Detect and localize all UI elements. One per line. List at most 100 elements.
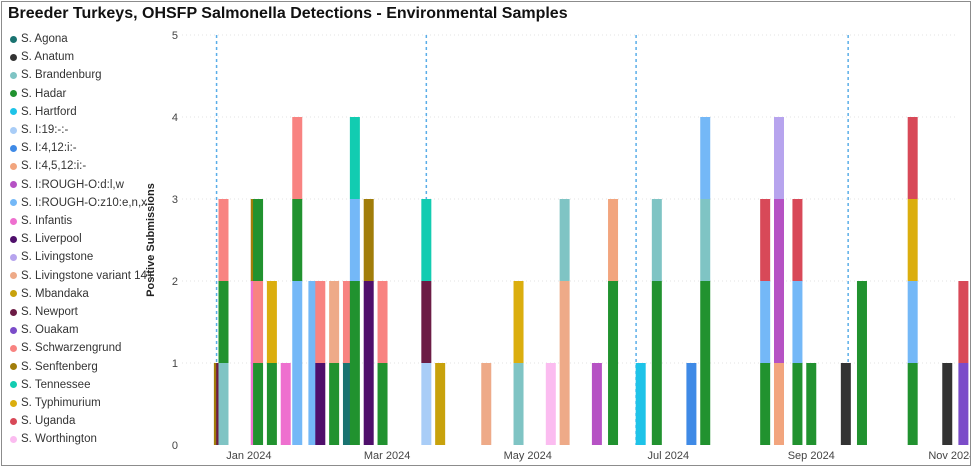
legend-label: S. Tennessee xyxy=(21,378,91,391)
legend-item[interactable]: S. I:4,12:i:- xyxy=(10,139,77,157)
bar-segment xyxy=(329,363,340,445)
legend-label: S. Hadar xyxy=(21,87,67,100)
bar-segment xyxy=(349,281,360,445)
chart-title: Breeder Turkeys, OHSFP Salmonella Detect… xyxy=(8,5,568,22)
bar-segment xyxy=(292,199,303,281)
legend-item[interactable]: S. I:ROUGH-O:z10:e,n,x xyxy=(10,194,147,212)
y-tick-label: 0 xyxy=(172,440,178,452)
x-tick-label: May 2024 xyxy=(504,450,552,462)
legend-marker xyxy=(10,108,17,116)
legend-item[interactable]: S. Hadar xyxy=(10,85,66,103)
bar-segment xyxy=(266,363,277,445)
legend-item[interactable]: S. Hartford xyxy=(10,103,77,121)
bar-segment xyxy=(792,199,803,281)
legend-item[interactable]: S. I:4,5,12:i:- xyxy=(10,157,86,175)
bar-segment xyxy=(760,281,771,363)
legend-marker xyxy=(10,272,17,280)
legend-marker xyxy=(10,126,17,134)
bar-segment xyxy=(329,281,340,363)
legend-marker xyxy=(10,217,17,225)
legend-item[interactable]: S. Senftenberg xyxy=(10,358,98,376)
bar-segment xyxy=(545,363,556,445)
bar-segment xyxy=(773,199,784,363)
bar-segment xyxy=(292,117,303,199)
bar-segment xyxy=(792,363,803,445)
bar-segment xyxy=(349,117,360,199)
bar-segment xyxy=(700,281,711,445)
bar-segment xyxy=(342,281,353,363)
legend-label: S. I:19:-:- xyxy=(21,124,69,136)
bar-segment xyxy=(907,281,918,363)
x-tick-label: Mar 2024 xyxy=(364,450,410,462)
legend-item[interactable]: S. Liverpool xyxy=(10,230,82,248)
x-tick-label: Nov 2024 xyxy=(928,450,970,462)
legend-item[interactable]: S. I:ROUGH-O:d:l,w xyxy=(10,176,124,194)
legend-label: S. Livingstone xyxy=(21,251,94,264)
bar-segment xyxy=(635,363,646,445)
bar-segment xyxy=(907,363,918,445)
legend-marker xyxy=(10,181,17,189)
bar-segment xyxy=(958,363,969,445)
legend-item[interactable]: S. Tennessee xyxy=(10,376,90,394)
bar-segment xyxy=(377,363,388,445)
bar-segment xyxy=(958,281,969,363)
legend-marker xyxy=(10,363,17,371)
legend-item[interactable]: S. Schwarzengrund xyxy=(10,339,121,357)
bar-segment xyxy=(315,363,326,445)
y-tick-label: 1 xyxy=(172,358,178,370)
legend-marker xyxy=(10,235,17,243)
bar-segment xyxy=(280,363,291,445)
legend-label: S. Senftenberg xyxy=(21,360,98,373)
bar-segment xyxy=(253,281,264,363)
bar-segment xyxy=(686,363,697,445)
legend-item[interactable]: S. Ouakam xyxy=(10,321,79,339)
legend-item[interactable]: S. I:19:-:- xyxy=(10,121,68,139)
bar-segment xyxy=(856,281,867,445)
bar-segment xyxy=(760,199,771,281)
legend-item[interactable]: S. Livingstone xyxy=(10,248,93,266)
legend-marker xyxy=(10,199,17,207)
legend-item[interactable]: S. Uganda xyxy=(10,412,75,430)
legend-label: S. Worthington xyxy=(21,433,97,446)
legend-label: S. I:ROUGH-O:z10:e,n,x xyxy=(21,196,147,209)
bar-segment xyxy=(792,281,803,363)
legend-label: S. Hartford xyxy=(21,105,77,118)
bar-segment xyxy=(218,199,229,281)
legend-item[interactable]: S. Worthington xyxy=(10,430,97,448)
legend-item[interactable]: S. Mbandaka xyxy=(10,285,89,303)
legend-marker xyxy=(10,53,17,61)
legend-label: S. Infantis xyxy=(21,215,73,227)
y-tick-label: 4 xyxy=(172,112,178,124)
bar-segment xyxy=(559,199,570,281)
bar-segment xyxy=(218,281,229,363)
bar-segment xyxy=(700,199,711,281)
bar-segment xyxy=(421,199,432,281)
legend-item[interactable]: S. Brandenburg xyxy=(10,66,102,84)
legend-item[interactable]: S. Typhimurium xyxy=(10,394,101,412)
legend-label: S. Liverpool xyxy=(21,233,82,246)
legend-item[interactable]: S. Agona xyxy=(10,30,68,48)
legend-marker xyxy=(10,253,17,261)
legend-marker xyxy=(10,71,17,79)
bar-segment xyxy=(266,281,277,363)
x-tick-label: Jul 2024 xyxy=(648,450,690,462)
legend-item[interactable]: S. Infantis xyxy=(10,212,72,230)
legend-label: S. I:4,12:i:- xyxy=(21,142,77,155)
legend-marker xyxy=(10,162,17,170)
bar-segment xyxy=(513,363,524,445)
legend-item[interactable]: S. Anatum xyxy=(10,48,74,66)
bar-segment xyxy=(315,281,326,363)
legend-marker xyxy=(10,417,17,425)
legend-label: S. Anatum xyxy=(21,51,75,64)
bar-segment xyxy=(377,281,388,363)
legend-marker xyxy=(10,90,17,98)
legend-marker xyxy=(10,35,17,43)
bar-segment xyxy=(773,117,784,199)
bar-segment xyxy=(608,281,619,445)
bar-segment xyxy=(481,363,492,445)
x-tick-label: Jan 2024 xyxy=(226,450,271,462)
legend-item[interactable]: S. Livingstone variant 14+ xyxy=(10,267,154,285)
legend-item[interactable]: S. Newport xyxy=(10,303,78,321)
bar-segment xyxy=(342,363,353,445)
